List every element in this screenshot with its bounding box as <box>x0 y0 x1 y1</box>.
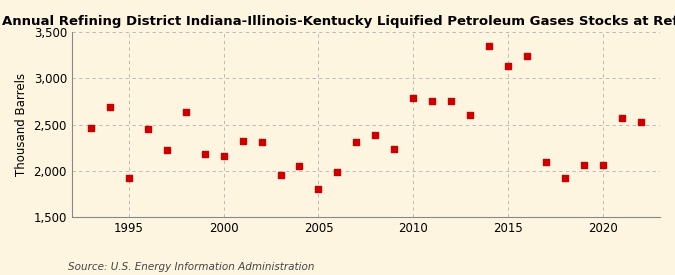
Point <box>124 176 134 181</box>
Point <box>294 164 305 169</box>
Y-axis label: Thousand Barrels: Thousand Barrels <box>15 73 28 176</box>
Point <box>408 96 418 100</box>
Point <box>85 126 96 131</box>
Point <box>503 64 514 68</box>
Point <box>597 162 608 167</box>
Point <box>522 54 533 58</box>
Point <box>351 140 362 144</box>
Point <box>484 44 495 48</box>
Point <box>465 113 476 118</box>
Point <box>446 98 457 103</box>
Point <box>105 105 115 109</box>
Point <box>389 147 400 151</box>
Point <box>142 127 153 131</box>
Point <box>218 154 229 158</box>
Point <box>427 98 437 103</box>
Point <box>578 163 589 168</box>
Text: Source: U.S. Energy Information Administration: Source: U.S. Energy Information Administ… <box>68 262 314 272</box>
Title: Annual Refining District Indiana-Illinois-Kentucky Liquified Petroleum Gases Sto: Annual Refining District Indiana-Illinoi… <box>2 15 675 28</box>
Point <box>199 152 210 156</box>
Point <box>617 116 628 120</box>
Point <box>256 140 267 144</box>
Point <box>275 172 286 177</box>
Point <box>161 147 172 152</box>
Point <box>180 109 191 114</box>
Point <box>332 170 343 174</box>
Point <box>237 139 248 144</box>
Point <box>636 120 647 124</box>
Point <box>560 176 570 181</box>
Point <box>313 186 324 191</box>
Point <box>370 133 381 137</box>
Point <box>541 160 551 164</box>
